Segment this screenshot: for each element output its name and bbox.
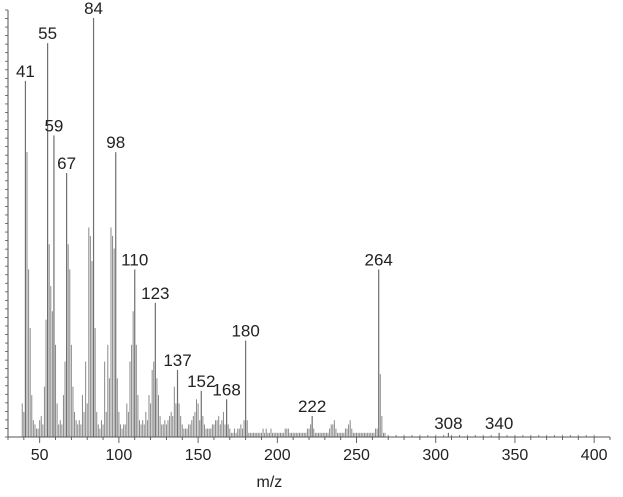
peak-label-180: 180 (231, 322, 259, 341)
peak-label-41: 41 (16, 62, 35, 81)
peak-label-264: 264 (365, 250, 393, 269)
peak-label-308: 308 (434, 414, 462, 433)
x-tick-label-300: 300 (422, 447, 449, 464)
axes-layer: 50 100 150 200 250 300 350 400 (5, 9, 611, 464)
x-tick-label-400: 400 (581, 447, 608, 464)
peak-label-222: 222 (298, 397, 326, 416)
peak-label-67: 67 (57, 154, 76, 173)
peak-label-55: 55 (38, 24, 57, 43)
x-tick-label-250: 250 (343, 447, 370, 464)
x-tick-label-200: 200 (264, 447, 291, 464)
peak-label-340: 340 (485, 414, 513, 433)
minor-peaks-layer (21, 152, 595, 437)
peak-label-98: 98 (106, 133, 125, 152)
peak-label-137: 137 (163, 351, 191, 370)
labeled-peaks-layer (24, 18, 500, 437)
x-tick-label-350: 350 (502, 447, 529, 464)
x-tick-label-50: 50 (31, 447, 49, 464)
peak-label-123: 123 (141, 284, 169, 303)
x-tick-label-100: 100 (106, 447, 133, 464)
x-axis-title: m/z (257, 474, 283, 491)
peak-label-59: 59 (44, 116, 63, 135)
peak-label-168: 168 (212, 380, 240, 399)
peak-label-84: 84 (84, 0, 103, 18)
x-tick-label-150: 150 (185, 447, 212, 464)
peak-label-110: 110 (121, 250, 148, 269)
peak-label-152: 152 (187, 372, 215, 391)
